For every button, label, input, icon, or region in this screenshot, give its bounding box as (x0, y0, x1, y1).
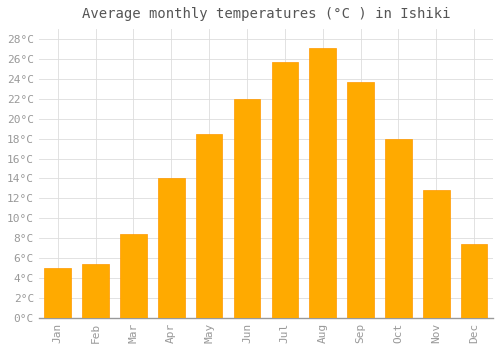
Bar (120, 234, 146, 318)
Bar (234, 99, 260, 318)
Bar (158, 178, 184, 318)
Bar (272, 62, 298, 318)
Bar (461, 244, 487, 318)
Bar (348, 82, 374, 318)
Title: Average monthly temperatures (°C ) in Ishiki: Average monthly temperatures (°C ) in Is… (82, 7, 450, 21)
Bar (44, 268, 71, 318)
Bar (82, 264, 109, 318)
Bar (196, 134, 222, 318)
Bar (310, 48, 336, 318)
Bar (423, 190, 450, 318)
Bar (385, 139, 411, 318)
